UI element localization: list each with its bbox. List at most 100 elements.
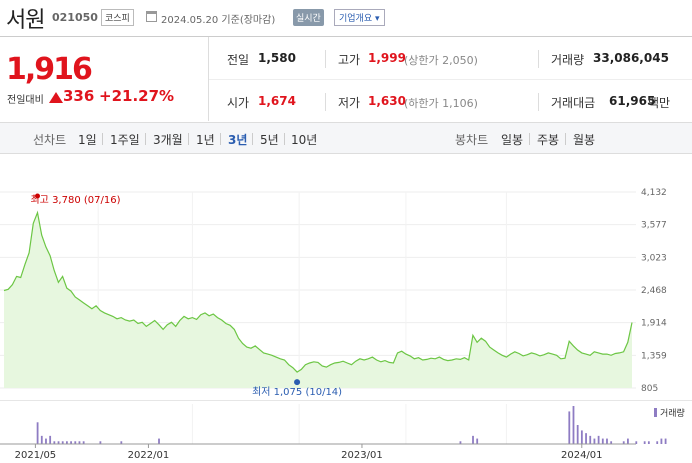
volume-bar (610, 441, 613, 444)
company-info-dropdown[interactable]: 기업개요 ▾ (334, 9, 385, 26)
calendar-icon (146, 11, 157, 22)
divider (188, 133, 189, 145)
candle-chart-label: 봉차트 (455, 133, 489, 147)
divider (325, 93, 326, 111)
volume-bar (664, 438, 667, 444)
price-line (3, 210, 633, 373)
y-tick-label: 1,359 (641, 351, 667, 361)
volume-bar (40, 435, 43, 444)
divider (538, 93, 539, 111)
x-tick-label: 2022/01 (128, 450, 170, 461)
y-tick-label: 805 (641, 384, 658, 394)
volume-bar (61, 441, 64, 444)
volume-bar (606, 438, 608, 444)
tab-daily[interactable]: 일봉 (501, 133, 524, 147)
price-panel (0, 37, 209, 121)
volume-bar (78, 441, 81, 444)
low-marker (294, 379, 301, 386)
y-tick-label: 3,023 (641, 253, 667, 263)
up-arrow-icon (49, 92, 63, 103)
low-label: 저가 (338, 96, 361, 110)
volume-bar (627, 438, 629, 444)
volume-bar (74, 441, 77, 444)
volume-bar (622, 441, 625, 444)
high-label: 고가 (338, 53, 361, 67)
open-value: 1,674 (258, 94, 296, 108)
high-marker (34, 193, 40, 199)
tab-monthly[interactable]: 월봉 (573, 133, 596, 147)
volume-bar (643, 441, 646, 444)
x-tick-label: 2024/01 (561, 450, 603, 461)
divider (102, 133, 103, 145)
volume-bar (601, 438, 604, 444)
volume-bar (568, 411, 571, 444)
divider (529, 133, 530, 145)
price-change-percent: +21.27% (99, 87, 175, 105)
x-tick-label: 2023/01 (341, 450, 383, 461)
volume-bar (45, 438, 47, 444)
tab-10y[interactable]: 10년 (291, 133, 318, 147)
price-chart: 4,132 3,577 3,023 2,468 1,914 1,359 805 최고 3,7… (0, 188, 667, 398)
volume-bar (589, 435, 592, 444)
volume-bar (476, 438, 479, 444)
high-value: 1,999 (368, 51, 406, 65)
volume-bar (660, 438, 663, 444)
divider (538, 50, 539, 68)
tab-1w[interactable]: 1주일 (110, 133, 140, 147)
volume-chart: 거래량 2021/05 2022/01 2023/01 2024/01 (0, 400, 692, 461)
volume-legend-swatch (654, 408, 657, 417)
market-badge: 코스피 (101, 9, 134, 26)
trade-value-label: 거래대금 (551, 96, 596, 110)
volume-value: 33,086,045 (593, 51, 669, 65)
tab-weekly[interactable]: 주봉 (537, 133, 560, 147)
divider (252, 133, 253, 145)
tab-1y[interactable]: 1년 (196, 133, 215, 147)
volume-label: 거래량 (551, 53, 585, 67)
volume-bar (82, 441, 85, 444)
tab-5y[interactable]: 5년 (260, 133, 279, 147)
volume-legend: 거래량 (660, 407, 685, 419)
tab-3m[interactable]: 3개월 (153, 133, 183, 147)
volume-bar (99, 441, 102, 444)
volume-bar (70, 441, 72, 444)
low-value: 1,630 (368, 94, 406, 108)
date-label: 2024.05.20 기준(장마감) (161, 15, 276, 26)
divider (565, 133, 566, 145)
divider (220, 133, 221, 145)
y-tick-label: 1,914 (641, 319, 667, 329)
volume-bar (66, 441, 68, 444)
volume-bar (158, 438, 160, 444)
divider (325, 50, 326, 68)
trade-value-unit: 백만 (648, 96, 671, 110)
volume-bar (572, 406, 575, 444)
prev-close-label: 전일 (227, 53, 250, 67)
volume-bar (53, 441, 56, 444)
volume-bar (593, 438, 596, 444)
volume-bar (576, 425, 579, 444)
tab-3y[interactable]: 3년 (228, 133, 248, 147)
divider (209, 79, 692, 80)
divider (0, 36, 692, 37)
volume-bar (472, 435, 474, 444)
realtime-button[interactable]: 실시간 (293, 9, 324, 26)
divider (284, 133, 285, 145)
line-chart-label: 선차트 (33, 133, 67, 147)
upper-limit: (상한가 2,050) (404, 54, 478, 67)
volume-bar (635, 441, 638, 444)
volume-bar (656, 441, 659, 444)
volume-bar (36, 422, 39, 444)
prev-close-value: 1,580 (258, 51, 296, 65)
low-annotation: 최저 1,075 (10/14) (252, 386, 342, 398)
open-label: 시가 (227, 96, 250, 110)
volume-bar (49, 435, 52, 444)
period-tab-bar (0, 122, 692, 154)
y-tick-label: 3,577 (641, 221, 667, 231)
volume-bar (57, 441, 60, 444)
current-price: 1,916 (6, 52, 93, 87)
lower-limit: (하한가 1,106) (404, 97, 478, 110)
volume-bar (597, 435, 600, 444)
volume-bar (580, 430, 583, 444)
change-label: 전일대비 (7, 95, 44, 106)
tab-1d[interactable]: 1일 (78, 133, 97, 147)
stock-code: 021050 (52, 11, 98, 24)
